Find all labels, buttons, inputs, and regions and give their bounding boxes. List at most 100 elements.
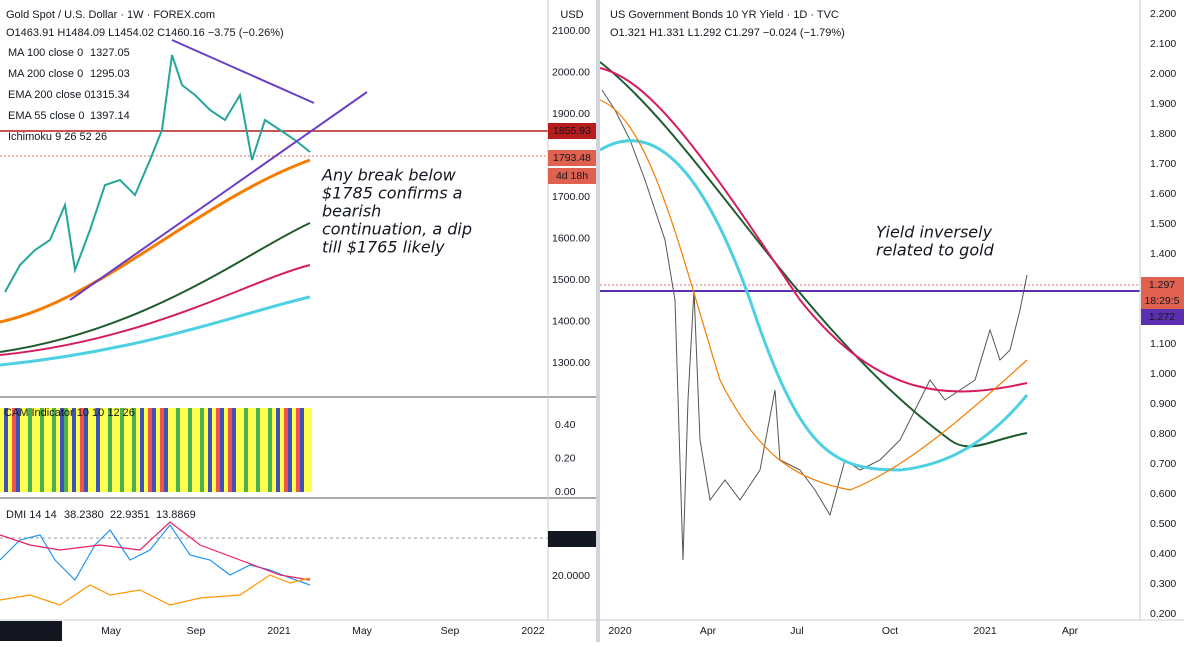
cam-bar — [36, 408, 40, 492]
cam-tick: 0.00 — [555, 486, 576, 498]
cam-bar — [152, 408, 156, 492]
cam-bar — [296, 408, 300, 492]
cam-bar — [116, 408, 120, 492]
price-tick: 0.200 — [1150, 608, 1176, 620]
cam-bar — [88, 408, 92, 492]
time-tick: 2021 — [267, 625, 291, 637]
time-tick: Jul — [790, 625, 803, 637]
cam-tick: 0.40 — [555, 419, 576, 431]
cam-bar — [232, 408, 236, 492]
cam-bar — [172, 408, 176, 492]
cam-bar — [104, 408, 108, 492]
cam-bar — [284, 408, 288, 492]
annotation: bearish — [322, 202, 381, 221]
price-tick: 0.700 — [1150, 458, 1176, 470]
price-tag-text: 1855.93 — [553, 125, 591, 137]
cam-bar — [176, 408, 180, 492]
cam-bar — [92, 408, 96, 492]
price-tick: 0.300 — [1150, 578, 1176, 590]
cam-bar — [188, 408, 192, 492]
indicator-value: 1397.14 — [90, 110, 130, 122]
cam-bar — [196, 408, 200, 492]
cam-bar — [8, 408, 12, 492]
time-tick: 2021 — [973, 625, 997, 637]
annotation: continuation, a dip — [322, 220, 472, 239]
cam-bar — [144, 408, 148, 492]
date-tag — [0, 621, 62, 641]
price-tick: 0.500 — [1150, 518, 1176, 530]
cam-bar — [224, 408, 228, 492]
time-tick: May — [101, 625, 122, 637]
cam-bar — [72, 408, 76, 492]
cam-bar — [264, 408, 268, 492]
price-tick: 1.800 — [1150, 128, 1176, 140]
cam-bar — [236, 408, 240, 492]
price-tick: 1.700 — [1150, 158, 1176, 170]
cam-bar — [304, 408, 308, 492]
cam-bar — [212, 408, 216, 492]
price-tick: 1400.00 — [552, 316, 590, 328]
cam-bar — [268, 408, 272, 492]
ohlc: O1.321 H1.331 L1.292 C1.297 −0.024 (−1.7… — [610, 27, 845, 39]
price-tag — [1141, 309, 1184, 325]
time-tick: Apr — [700, 625, 717, 637]
indicator-label: EMA 55 close 0 — [8, 110, 84, 122]
cam-bar — [24, 408, 28, 492]
price-tick: 1900.00 — [552, 108, 590, 120]
indicator-value: 1295.03 — [90, 68, 130, 80]
cam-bar — [204, 408, 208, 492]
cam-bar — [60, 408, 64, 492]
cam-bar — [256, 408, 260, 492]
cam-bar — [184, 408, 188, 492]
title: Gold Spot / U.S. Dollar · 1W · FOREX.com — [6, 9, 215, 21]
cam-bar — [168, 408, 172, 492]
cam-bar — [16, 408, 20, 492]
cam-bar — [244, 408, 248, 492]
cam-bar — [216, 408, 220, 492]
cam-bar — [140, 408, 144, 492]
annotation: $1785 confirms a — [322, 184, 462, 203]
price-tick: 2100.00 — [552, 25, 590, 37]
currency[interactable]: USD — [560, 9, 583, 21]
dmi-tag-text: 37.0142 — [553, 533, 591, 545]
annotation: Any break below — [321, 166, 457, 185]
cam-tick: 0.20 — [555, 452, 576, 464]
annotation: Yield inversely — [876, 223, 993, 242]
cam-bar — [0, 408, 4, 492]
cam-bar — [120, 408, 124, 492]
time-tick: Oct — [882, 625, 898, 637]
cam-bar — [68, 408, 72, 492]
dmi-tag — [548, 531, 596, 547]
cam-label: CAM Indicator 10 10 12 26 — [4, 407, 135, 419]
price-tag — [548, 150, 596, 166]
cam-bar — [240, 408, 244, 492]
time-tick: 02 Dec '19 — [5, 625, 55, 637]
price-tag-text: 4d 18h — [556, 170, 588, 182]
cam-bar — [180, 408, 184, 492]
cam-bar — [136, 408, 140, 492]
price-tag-text: 18:29:5 — [1144, 295, 1179, 307]
annotation: till $1765 likely — [322, 238, 445, 257]
indicator-label: MA 100 close 0 — [8, 47, 83, 59]
price-tick: 1.900 — [1150, 98, 1176, 110]
price-tick: 1600.00 — [552, 233, 590, 245]
cam-bar — [192, 408, 196, 492]
price-tick: 0.900 — [1150, 398, 1176, 410]
cam-bars — [0, 408, 312, 492]
price-tag-text: 1.297 — [1149, 279, 1175, 291]
price-tick: 2.000 — [1150, 68, 1176, 80]
time-tick: Sep — [441, 625, 460, 637]
cam-bar — [64, 408, 68, 492]
cam-bar — [44, 408, 48, 492]
cam-bar — [292, 408, 296, 492]
cam-bar — [148, 408, 152, 492]
cam-bar — [52, 408, 56, 492]
dmi-value: 38.2380 — [64, 509, 104, 521]
title: US Government Bonds 10 YR Yield · 1D · T… — [610, 9, 839, 21]
price-tag-text: 1.272 — [1149, 311, 1175, 323]
time-tick: 2022 — [521, 625, 545, 637]
cam-bar — [276, 408, 280, 492]
price-tick: 0.400 — [1150, 548, 1176, 560]
cam-bar — [300, 408, 304, 492]
